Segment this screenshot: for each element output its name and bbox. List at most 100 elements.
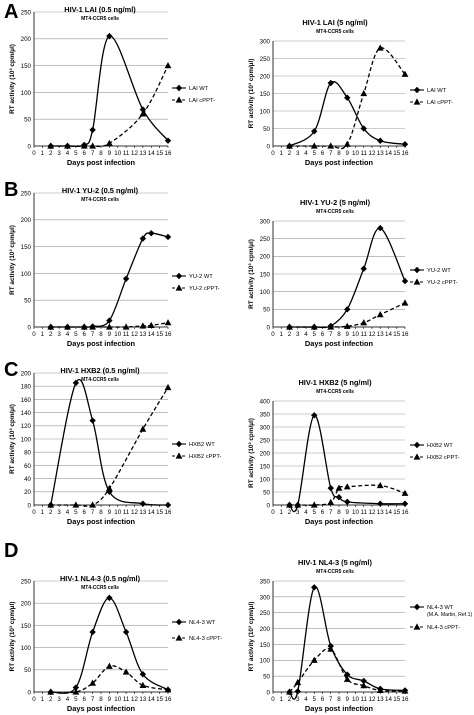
data-point <box>89 126 96 134</box>
y-tick-label: 150 <box>260 642 271 649</box>
y-axis-label: RT activity (10³ cpm/µl) <box>248 59 255 129</box>
y-tick-label: 100 <box>21 645 32 652</box>
data-point <box>311 128 318 135</box>
chart-subtitle: MT4-CCR5 cells <box>81 16 119 22</box>
x-tick-label: 4 <box>304 509 308 516</box>
x-tick-label: 6 <box>83 509 87 516</box>
y-tick-label: 40 <box>24 476 31 483</box>
series-line <box>289 81 406 147</box>
x-tick-label: 13 <box>139 331 146 338</box>
data-point <box>47 688 55 695</box>
data-point <box>80 323 88 330</box>
y-tick-label: 400 <box>260 398 271 405</box>
x-tick-label: 0 <box>32 509 36 516</box>
y-tick-label: 50 <box>24 298 31 305</box>
x-tick-label: 4 <box>304 150 308 157</box>
x-tick-label: 10 <box>114 696 121 703</box>
y-tick-label: 50 <box>263 674 270 681</box>
data-point <box>360 682 368 689</box>
y-tick-label: 150 <box>21 63 32 70</box>
data-point <box>164 319 172 326</box>
data-point <box>72 688 80 695</box>
x-tick-label: 12 <box>131 696 138 703</box>
x-tick-label: 9 <box>346 150 350 157</box>
data-point <box>376 311 384 318</box>
x-axis-label: Days post infection <box>67 339 136 348</box>
legend-label: LAI WT <box>427 88 447 94</box>
x-tick-label: 11 <box>123 509 130 516</box>
data-point <box>335 494 343 501</box>
y-tick-label: 160 <box>21 397 32 404</box>
x-tick-label: 16 <box>165 696 172 703</box>
data-point <box>122 628 130 636</box>
x-tick-label: 1 <box>280 150 284 157</box>
data-point <box>139 681 147 688</box>
series-cppt: HXB2 cPPT- <box>47 383 222 508</box>
data-point <box>401 70 409 77</box>
series-cppt: HXB2 cPPT- <box>286 453 460 508</box>
legend-marker <box>175 440 183 448</box>
y-tick-label: 150 <box>260 271 271 278</box>
y-tick-label: 200 <box>21 601 32 608</box>
y-tick-label: 100 <box>260 476 271 483</box>
x-tick-label: 13 <box>377 331 384 338</box>
series-line <box>50 597 169 694</box>
series-line <box>288 586 406 700</box>
x-tick-label: 0 <box>271 696 275 703</box>
x-tick-label: 5 <box>313 331 317 338</box>
chart-title: HIV-1 LAI (5 ng/ml) <box>302 18 368 27</box>
legend-label: YU-2 cPPT- <box>189 286 220 292</box>
data-point <box>64 323 71 330</box>
x-tick-label: 7 <box>329 509 333 516</box>
data-point <box>164 501 172 509</box>
x-axis-label: Days post infection <box>67 704 136 713</box>
data-point <box>344 306 351 313</box>
x-tick-label: 4 <box>304 331 308 338</box>
chart-subtitle: MT4-CCR5 cells <box>316 29 354 35</box>
panel-letter-C: C <box>4 359 18 381</box>
y-tick-label: 300 <box>260 424 271 431</box>
legend-label: HXB2 cPPT- <box>189 454 222 460</box>
data-point <box>164 137 172 144</box>
data-point <box>401 277 409 285</box>
data-point <box>80 142 88 149</box>
data-point <box>335 484 343 491</box>
x-tick-label: 13 <box>377 150 384 157</box>
legend-marker <box>175 84 183 92</box>
legend-marker <box>413 441 421 449</box>
x-tick-label: 14 <box>148 331 155 338</box>
data-point <box>72 379 80 387</box>
x-tick-label: 0 <box>271 331 275 338</box>
legend-label: NL4-3 WT <box>189 620 216 626</box>
chart-subtitle: MT4-CCR5 cells <box>81 377 119 383</box>
y-tick-label: 250 <box>260 610 271 617</box>
x-tick-label: 8 <box>99 509 103 516</box>
series-cppt: YU-2 cPPT- <box>47 284 220 330</box>
data-point <box>89 323 97 330</box>
x-tick-label: 0 <box>32 150 36 157</box>
x-tick-label: 16 <box>402 696 409 703</box>
x-tick-label: 2 <box>288 331 292 338</box>
y-tick-label: 200 <box>21 217 32 224</box>
x-tick-label: 6 <box>83 150 87 157</box>
x-axis-label: Days post infection <box>305 158 374 167</box>
x-tick-label: 5 <box>74 331 78 338</box>
data-point <box>376 481 384 489</box>
x-axis-label: Days post infection <box>305 339 374 348</box>
data-point <box>164 62 172 69</box>
x-tick-label: 14 <box>385 150 392 157</box>
series-line <box>50 65 169 148</box>
y-tick-label: 250 <box>260 437 271 444</box>
data-point <box>106 32 113 40</box>
y-tick-label: 200 <box>260 73 271 80</box>
x-tick-label: 16 <box>165 509 172 516</box>
chart-subtitle: MT4-CCR5 cells <box>316 389 354 395</box>
data-point <box>360 677 367 685</box>
chart-title: HIV-1 NL4-3 (0.5 ng/ml) <box>60 574 141 583</box>
y-axis-label: RT activity (10³ cpm/µl) <box>9 602 16 672</box>
chart-title: HIV-1 YU-2 (0.5 ng/ml) <box>62 186 139 195</box>
x-tick-label: 13 <box>377 696 384 703</box>
series-cppt: LAI cPPT- <box>286 44 453 150</box>
x-tick-label: 7 <box>91 509 95 516</box>
